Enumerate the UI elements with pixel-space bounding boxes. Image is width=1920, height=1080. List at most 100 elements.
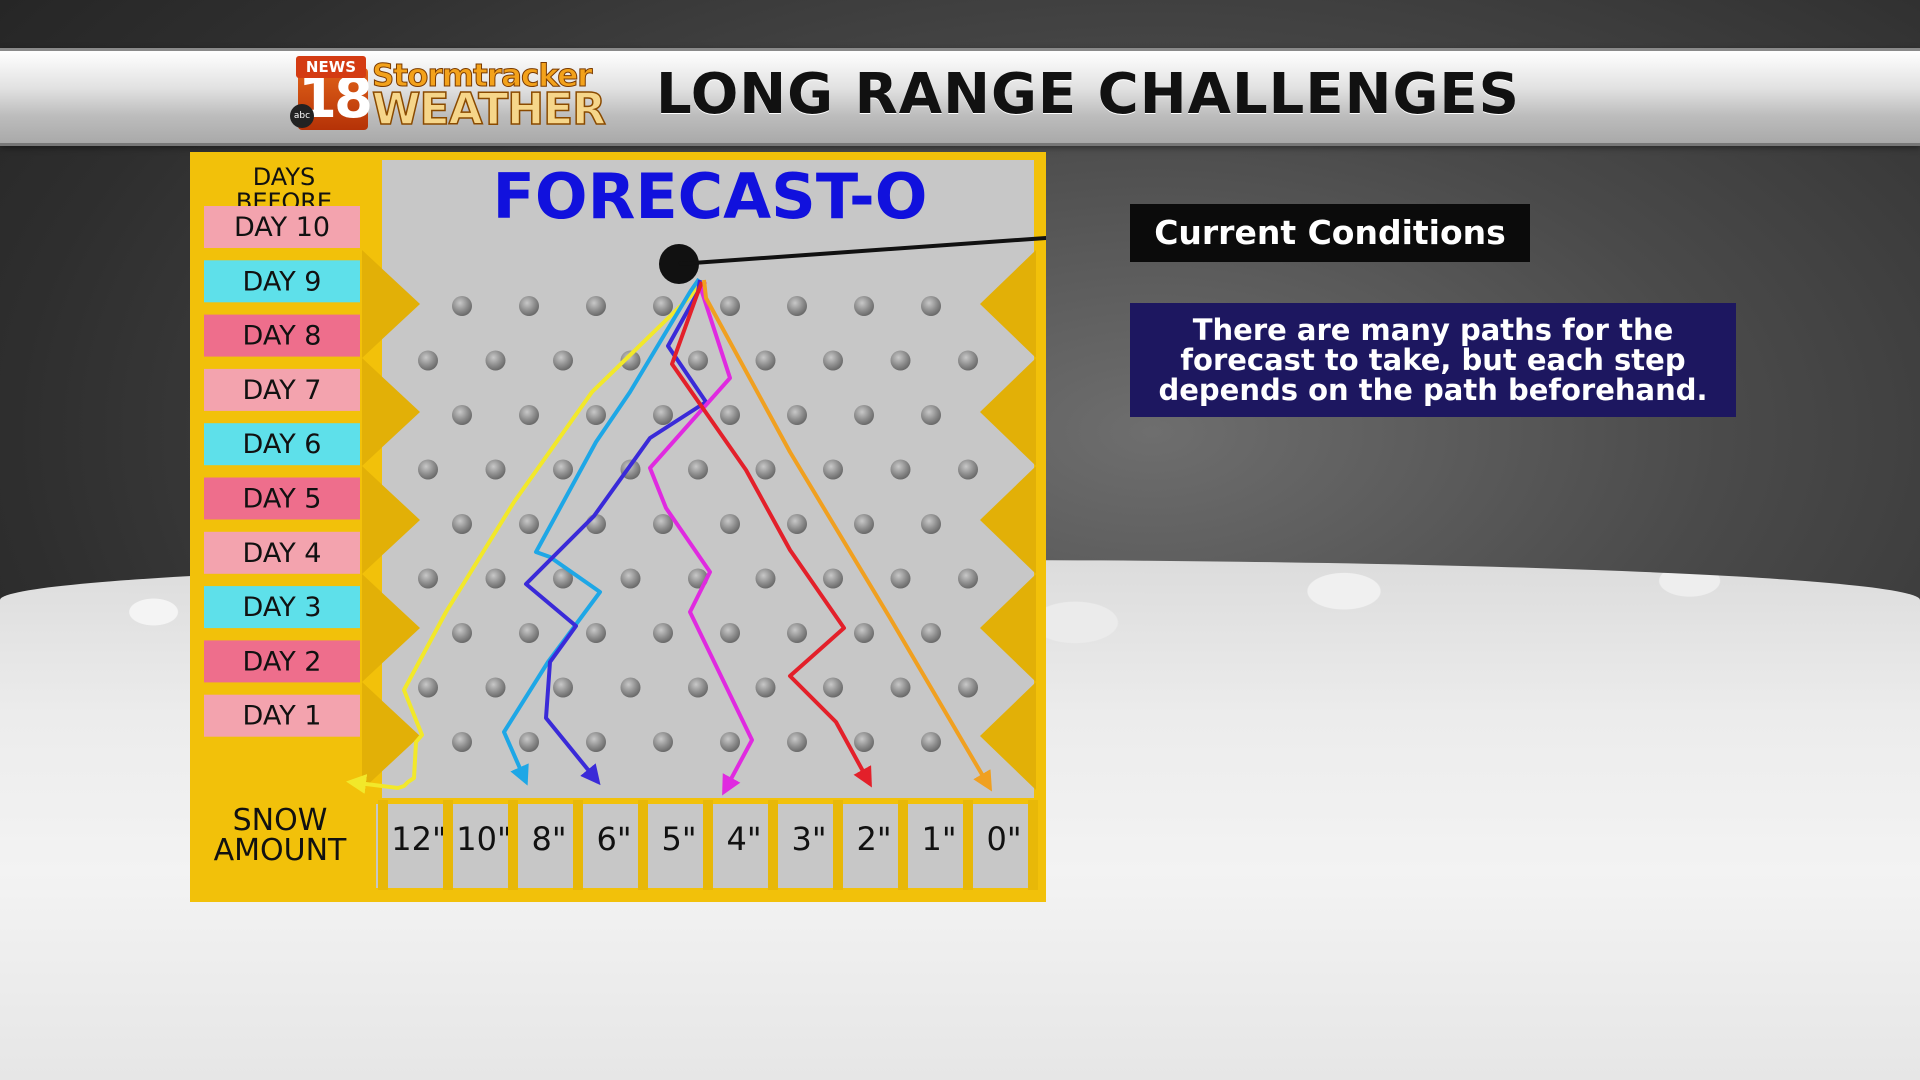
day-label: DAY 1: [204, 694, 360, 737]
peg: [823, 459, 843, 480]
day-label: DAY 10: [204, 206, 360, 248]
snow-bin: 6": [573, 800, 632, 890]
peg: [720, 623, 740, 643]
abc-network-icon: abc: [290, 104, 314, 128]
forecast-path: [502, 277, 701, 786]
svg-text:DAY 1: DAY 1: [243, 701, 322, 732]
day-label: DAY 2: [204, 640, 360, 683]
peg: [653, 514, 673, 534]
svg-text:0": 0": [986, 820, 1021, 858]
peg: [921, 623, 941, 643]
peg: [787, 623, 807, 643]
left-bumper: [362, 466, 420, 574]
peg: [586, 405, 606, 425]
right-bumpers: [980, 250, 1036, 790]
peg: [653, 623, 673, 643]
peg: [823, 677, 843, 698]
peg: [854, 623, 874, 643]
peg: [854, 732, 874, 752]
snow-amount-label: SNOW AMOUNT: [214, 803, 347, 868]
peg: [586, 514, 606, 534]
peg: [921, 405, 941, 425]
peg: [787, 732, 807, 752]
svg-text:3": 3": [791, 820, 826, 858]
info-callout: There are many paths for the forecast to…: [1130, 303, 1736, 417]
peg: [586, 296, 606, 316]
peg: [958, 677, 978, 698]
peg: [586, 623, 606, 643]
peg: [519, 623, 539, 643]
forecast-path: [346, 279, 702, 794]
peg: [890, 459, 911, 480]
peg: [452, 405, 472, 425]
svg-text:DAY 5: DAY 5: [243, 484, 322, 515]
svg-text:4": 4": [726, 820, 761, 858]
peg: [787, 514, 807, 534]
svg-text:6": 6": [596, 820, 631, 858]
forecast-path: [524, 279, 708, 786]
forecast-path: [670, 281, 872, 788]
peg: [452, 514, 472, 534]
forecast-path: [702, 279, 993, 792]
bin-divider: [1028, 800, 1038, 890]
board-title: FORECAST-O: [493, 160, 928, 233]
peg: [890, 677, 911, 698]
svg-text:DAY 3: DAY 3: [243, 592, 322, 623]
current-conditions-leader: [678, 235, 1046, 266]
svg-text:DAY 9: DAY 9: [243, 266, 322, 297]
peg: [620, 568, 641, 589]
logo-news: NEWS: [296, 56, 366, 78]
day-label: DAY 7: [204, 368, 360, 411]
peg: [519, 514, 539, 534]
peg: [890, 350, 911, 371]
right-bumper: [980, 250, 1036, 358]
svg-text:2": 2": [856, 820, 891, 858]
day-label: DAY 4: [204, 531, 360, 574]
peg: [653, 296, 673, 316]
peg: [787, 405, 807, 425]
left-bumper: [362, 250, 420, 358]
peg: [755, 568, 776, 589]
svg-text:10": 10": [456, 820, 511, 858]
peg: [485, 350, 506, 371]
forecast-paths: [346, 277, 993, 796]
snow-bin: 10": [443, 800, 512, 890]
right-bumper: [980, 466, 1036, 574]
peg: [755, 459, 776, 480]
snow-bin: 1": [898, 800, 957, 890]
svg-text:DAY 6: DAY 6: [243, 429, 322, 460]
peg: [755, 677, 776, 698]
peg: [823, 568, 843, 589]
peg: [688, 677, 708, 698]
left-bumper: [362, 574, 420, 682]
snow-bin: 12": [378, 800, 447, 890]
snow-bin: 0": [963, 800, 1022, 890]
svg-text:8": 8": [531, 820, 566, 858]
day-label: DAY 3: [204, 586, 360, 629]
peg: [620, 350, 641, 371]
forecast-path: [648, 281, 754, 796]
snow-bin: 5": [638, 800, 697, 890]
peg: [921, 296, 941, 316]
peg: [485, 568, 506, 589]
day-label: DAY 9: [204, 260, 360, 303]
peg: [854, 405, 874, 425]
peg: [958, 568, 978, 589]
peg: [553, 459, 573, 480]
peg-grid: [418, 296, 978, 752]
day-label: DAY 8: [204, 314, 360, 357]
peg: [553, 350, 573, 371]
peg: [519, 296, 539, 316]
peg: [823, 350, 843, 371]
svg-text:12": 12": [391, 820, 446, 858]
current-conditions-callout: Current Conditions: [1130, 204, 1530, 262]
peg: [890, 568, 911, 589]
svg-text:1": 1": [921, 820, 956, 858]
peg: [452, 623, 472, 643]
peg: [653, 405, 673, 425]
peg: [553, 568, 573, 589]
peg: [958, 459, 978, 480]
peg: [854, 514, 874, 534]
day-label: DAY 5: [204, 477, 360, 520]
